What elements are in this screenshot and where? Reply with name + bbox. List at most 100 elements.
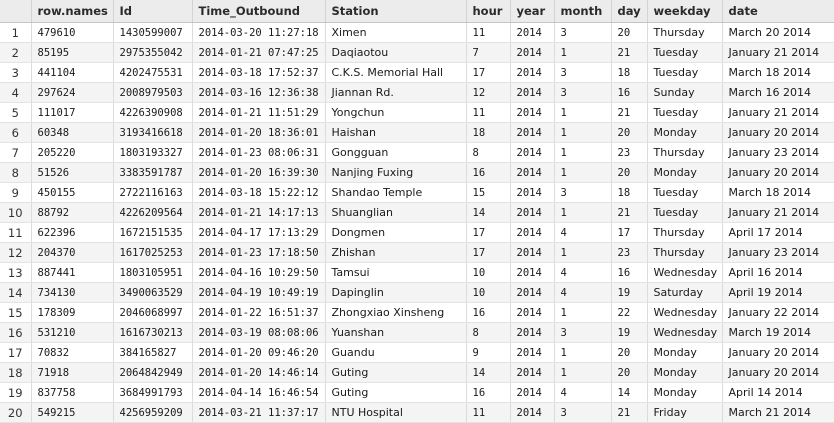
table-row[interactable]: 1 479610 1430599007 2014-03-20 11:27:18 Xime… (0, 22, 834, 43)
weekday-header[interactable]: weekday (647, 0, 723, 23)
station-cell: C.K.S. Memorial Hall (325, 62, 467, 83)
table-row[interactable]: 10 88792 4226209564 2014-01-21 14:17:13 Shua… (0, 202, 834, 223)
row-names-cell: 71918 (31, 362, 114, 383)
weekday-cell: Wednesday (647, 322, 723, 343)
table-row[interactable]: 19 837758 3684991793 2014-04-14 16:46:54 Gut… (0, 382, 834, 403)
month-cell: 3 (554, 182, 612, 203)
year-cell: 2014 (510, 202, 555, 223)
id-cell: 384165827 (113, 342, 193, 363)
day-cell: 20 (611, 22, 648, 43)
table-row[interactable]: 17 70832 384165827 2014-01-20 09:46:20 Guand… (0, 342, 834, 363)
hour-header[interactable]: hour (466, 0, 511, 23)
month-cell: 4 (554, 222, 612, 243)
hour-cell: 16 (466, 302, 511, 323)
year-cell: 2014 (510, 222, 555, 243)
id-cell: 2722116163 (113, 182, 193, 203)
rownum-header[interactable] (0, 0, 32, 23)
station-cell: Dapinglin (325, 282, 467, 303)
station-cell: Gongguan (325, 142, 467, 163)
day-cell: 17 (611, 222, 648, 243)
row-names-header[interactable]: row.names (31, 0, 114, 23)
date-cell: April 19 2014 (722, 282, 834, 303)
time-outbound-cell: 2014-04-14 16:46:54 (192, 382, 326, 403)
year-cell: 2014 (510, 242, 555, 263)
hour-cell: 14 (466, 362, 511, 383)
day-cell: 18 (611, 182, 648, 203)
table-row[interactable]: 3 441104 4202475531 2014-03-18 17:52:37 C.K.… (0, 62, 834, 83)
time-outbound-cell: 2014-03-18 15:22:12 (192, 182, 326, 203)
year-cell: 2014 (510, 62, 555, 83)
year-header[interactable]: year (510, 0, 555, 23)
day-cell: 21 (611, 402, 648, 423)
year-cell: 2014 (510, 182, 555, 203)
row-number: 3 (0, 62, 32, 83)
table-row[interactable]: 9 450155 2722116163 2014-03-18 15:22:12 Shan… (0, 182, 834, 203)
year-cell: 2014 (510, 362, 555, 383)
table-row[interactable]: 6 60348 3193416618 2014-01-20 18:36:01 Haish… (0, 122, 834, 143)
weekday-cell: Tuesday (647, 42, 723, 63)
time-outbound-cell: 2014-01-22 16:51:37 (192, 302, 326, 323)
month-cell: 3 (554, 322, 612, 343)
time-outbound-cell: 2014-01-21 14:17:13 (192, 202, 326, 223)
row-names-cell: 479610 (31, 22, 114, 43)
table-row[interactable]: 4 297624 2008979503 2014-03-16 12:36:38 Jian… (0, 82, 834, 103)
month-cell: 4 (554, 262, 612, 283)
day-cell: 14 (611, 382, 648, 403)
time-outbound-cell: 2014-03-21 11:37:17 (192, 402, 326, 423)
time-outbound-cell: 2014-01-20 16:39:30 (192, 162, 326, 183)
table-row[interactable]: 11 622396 1672151535 2014-04-17 17:13:29 Don… (0, 222, 834, 243)
day-cell: 23 (611, 242, 648, 263)
weekday-cell: Tuesday (647, 62, 723, 83)
day-cell: 16 (611, 262, 648, 283)
day-cell: 20 (611, 362, 648, 383)
hour-cell: 18 (466, 122, 511, 143)
station-cell: Ximen (325, 22, 467, 43)
month-cell: 1 (554, 342, 612, 363)
table-row[interactable]: 12 204370 1617025253 2014-01-23 17:18:50 Zhi… (0, 242, 834, 263)
hour-cell: 17 (466, 242, 511, 263)
date-header[interactable]: date (722, 0, 834, 23)
table-row[interactable]: 14 734130 3490063529 2014-04-19 10:49:19 Dap… (0, 282, 834, 303)
id-cell: 3383591787 (113, 162, 193, 183)
station-cell: Guandu (325, 342, 467, 363)
day-cell: 19 (611, 322, 648, 343)
row-names-cell: 205220 (31, 142, 114, 163)
station-header[interactable]: Station (325, 0, 467, 23)
row-number: 15 (0, 302, 32, 323)
table-row[interactable]: 18 71918 2064842949 2014-01-20 14:46:14 Guti… (0, 362, 834, 383)
month-cell: 1 (554, 362, 612, 383)
year-cell: 2014 (510, 102, 555, 123)
id-cell: 2975355042 (113, 42, 193, 63)
table-row[interactable]: 8 51526 3383591787 2014-01-20 16:39:30 Nanji… (0, 162, 834, 183)
id-header[interactable]: Id (113, 0, 193, 23)
time-outbound-cell: 2014-01-20 18:36:01 (192, 122, 326, 143)
hour-cell: 15 (466, 182, 511, 203)
row-names-cell: 531210 (31, 322, 114, 343)
date-cell: March 20 2014 (722, 22, 834, 43)
table-row[interactable]: 2 85195 2975355042 2014-01-21 07:47:25 Daqia… (0, 42, 834, 63)
day-header[interactable]: day (611, 0, 648, 23)
station-cell: Shuanglian (325, 202, 467, 223)
time-outbound-header[interactable]: Time_Outbound (192, 0, 326, 23)
weekday-cell: Saturday (647, 282, 723, 303)
table-row[interactable]: 5 111017 4226390908 2014-01-21 11:51:29 Yong… (0, 102, 834, 123)
table-row[interactable]: 16 531210 1616730213 2014-03-19 08:08:06 Yua… (0, 322, 834, 343)
time-outbound-cell: 2014-01-21 11:51:29 (192, 102, 326, 123)
month-cell: 3 (554, 22, 612, 43)
table-row[interactable]: 15 178309 2046068997 2014-01-22 16:51:37 Zho… (0, 302, 834, 323)
month-cell: 1 (554, 302, 612, 323)
hour-cell: 10 (466, 282, 511, 303)
table-row[interactable]: 7 205220 1803193327 2014-01-23 08:06:31 Gong… (0, 142, 834, 163)
date-cell: March 18 2014 (722, 62, 834, 83)
weekday-cell: Monday (647, 342, 723, 363)
month-cell: 4 (554, 282, 612, 303)
table-row[interactable]: 20 549215 4256959209 2014-03-21 11:37:17 NTU… (0, 402, 834, 423)
month-header[interactable]: month (554, 0, 612, 23)
month-cell: 1 (554, 102, 612, 123)
row-number: 7 (0, 142, 32, 163)
table-row[interactable]: 13 887441 1803105951 2014-04-16 10:29:50 Tam… (0, 262, 834, 283)
weekday-cell: Tuesday (647, 182, 723, 203)
row-number: 4 (0, 82, 32, 103)
time-outbound-cell: 2014-01-23 17:18:50 (192, 242, 326, 263)
weekday-cell: Sunday (647, 82, 723, 103)
